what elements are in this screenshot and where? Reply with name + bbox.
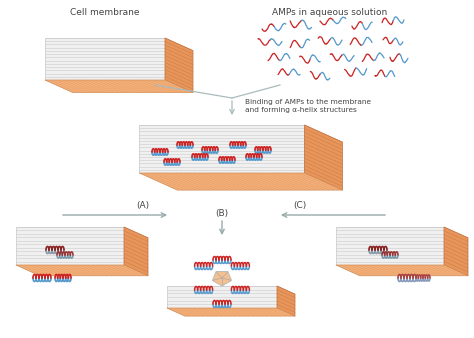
Polygon shape (212, 271, 231, 286)
Polygon shape (139, 173, 343, 190)
Text: (B): (B) (216, 209, 228, 218)
Polygon shape (336, 227, 444, 265)
Text: (A): (A) (137, 201, 150, 210)
Text: and forming α-helix structures: and forming α-helix structures (245, 107, 357, 113)
Text: (C): (C) (293, 201, 307, 210)
Text: AMPs in aqueous solution: AMPs in aqueous solution (273, 8, 388, 17)
Polygon shape (124, 227, 148, 276)
Polygon shape (277, 286, 295, 316)
Polygon shape (139, 125, 304, 173)
Polygon shape (444, 227, 468, 276)
Polygon shape (167, 286, 277, 308)
Polygon shape (304, 125, 343, 190)
Polygon shape (167, 308, 295, 316)
Text: Binding of AMPs to the membrane: Binding of AMPs to the membrane (245, 99, 371, 105)
Polygon shape (45, 80, 193, 93)
Text: Cell membrane: Cell membrane (70, 8, 140, 17)
Polygon shape (16, 265, 148, 276)
Polygon shape (45, 38, 165, 80)
Polygon shape (336, 265, 468, 276)
Polygon shape (165, 38, 193, 93)
Polygon shape (16, 227, 124, 265)
